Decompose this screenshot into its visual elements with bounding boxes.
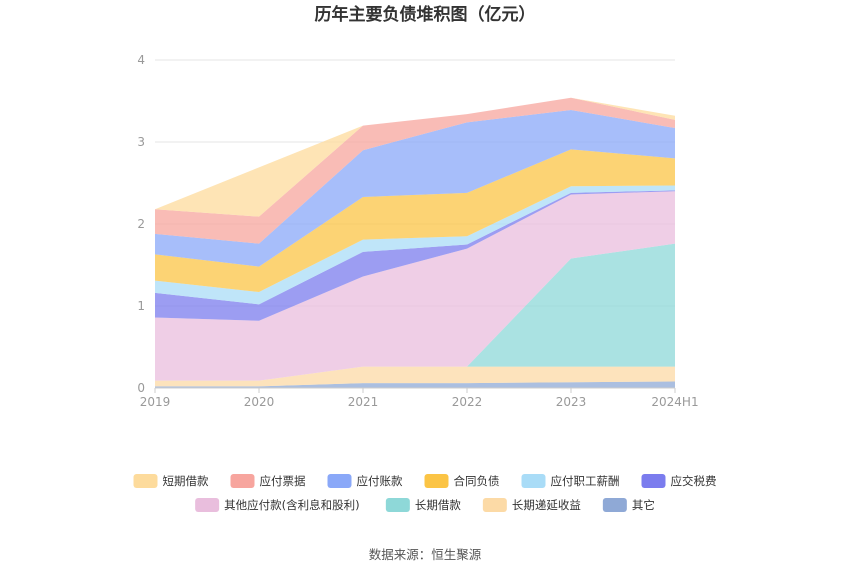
x-tick-label: 2021: [348, 395, 379, 409]
legend-item[interactable]: 短期借款: [133, 474, 209, 488]
area-series-5[interactable]: [155, 185, 675, 305]
legend-swatch: [133, 474, 158, 488]
legend-item[interactable]: 其它: [602, 498, 655, 512]
legend-item[interactable]: 应付职工薪酬: [521, 474, 620, 488]
legend-label: 应交税费: [671, 474, 717, 488]
legend-label: 短期借款: [163, 474, 209, 488]
area-series-4[interactable]: [155, 190, 675, 321]
area-series-8[interactable]: [155, 97, 675, 244]
x-tick-label: 2023: [556, 395, 587, 409]
chart-title: 历年主要负债堆积图（亿元）: [315, 4, 536, 25]
legend-label: 其他应付款(含利息和股利): [224, 498, 359, 512]
legend-label: 应付票据: [260, 474, 306, 488]
legend-label: 应付职工薪酬: [551, 474, 620, 488]
legend-item[interactable]: 长期借款: [385, 498, 461, 512]
legend-label: 长期借款: [415, 498, 461, 512]
area-series-6[interactable]: [155, 149, 675, 293]
legend-label: 合同负债: [454, 474, 500, 488]
legend-swatch: [385, 498, 410, 512]
legend-swatch: [641, 474, 666, 488]
y-tick-label: 0: [137, 381, 145, 395]
legend-item[interactable]: 应交税费: [641, 474, 717, 488]
legend-swatch: [482, 498, 507, 512]
legend-item[interactable]: 其他应付款(含利息和股利): [195, 498, 360, 512]
area-series-7[interactable]: [155, 110, 675, 267]
legend-label: 长期递延收益: [512, 498, 581, 512]
area-series-1[interactable]: [155, 366, 675, 387]
area-series-group: [155, 97, 675, 388]
x-tick-label: 2020: [244, 395, 275, 409]
area-series-9[interactable]: [155, 97, 675, 217]
area-series-0[interactable]: [155, 381, 675, 388]
axes: 0 1 2 3 4 2019 2020 2021 2022 2023 2024H1: [137, 53, 698, 409]
x-tick-label: 2019: [140, 395, 171, 409]
legend-item[interactable]: 应付账款: [327, 474, 403, 488]
legend-item[interactable]: 应付票据: [230, 474, 306, 488]
legend-item[interactable]: 长期递延收益: [482, 498, 581, 512]
legend-swatch: [327, 474, 352, 488]
x-tick-label: 2024H1: [651, 395, 698, 409]
x-tick-label: 2022: [452, 395, 483, 409]
legend-label: 应付账款: [357, 474, 403, 488]
data-source-note: 数据来源：恒生聚源: [369, 547, 482, 562]
y-tick-label: 4: [137, 53, 145, 67]
y-tick-label: 3: [137, 135, 145, 149]
area-series-3[interactable]: [155, 191, 675, 381]
legend-item[interactable]: 合同负债: [424, 474, 500, 488]
legend-label: 其它: [632, 498, 655, 512]
y-tick-label: 2: [137, 217, 145, 231]
y-tick-label: 1: [137, 299, 145, 313]
area-series-2[interactable]: [155, 243, 675, 381]
legend-swatch: [521, 474, 546, 488]
legend-swatch: [230, 474, 255, 488]
legend-swatch: [602, 498, 627, 512]
legend-swatch: [195, 498, 220, 512]
legend-swatch: [424, 474, 449, 488]
